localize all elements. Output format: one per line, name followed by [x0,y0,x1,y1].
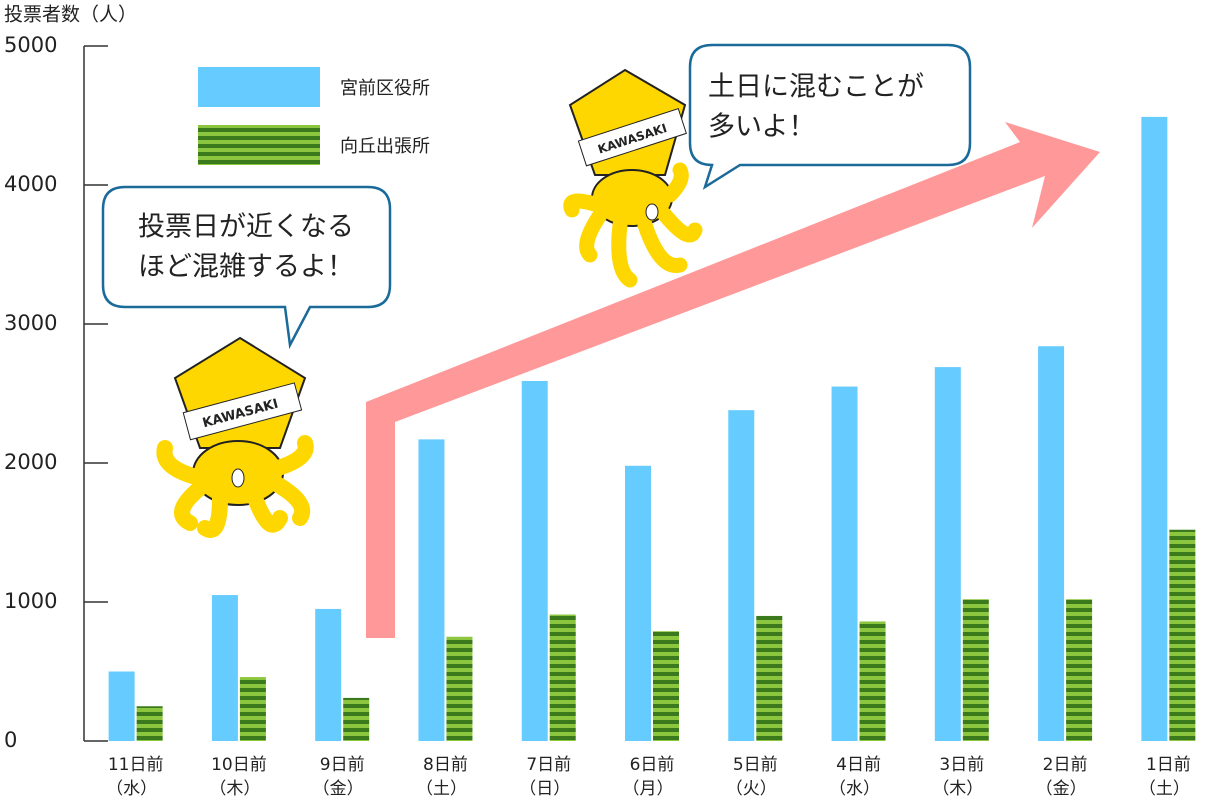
legend-label: 宮前区役所 [340,78,430,99]
bar [1038,346,1065,741]
bar [756,615,783,741]
legend-label: 向丘出張所 [340,136,430,157]
bar [418,439,445,741]
bar [625,465,651,741]
bar [653,631,679,741]
bar [136,706,163,741]
y-tick-label: 5000 [4,33,57,57]
bar [239,677,266,741]
bar [859,621,886,741]
bar [549,614,576,741]
x-tick-sublabel: （土） [416,779,467,799]
x-tick-sublabel: （土） [1139,779,1190,799]
x-tick-label: 2日前 [1043,755,1088,775]
trend-arrow [366,122,1100,638]
x-tick-label: 11日前 [108,755,164,775]
annotation-text: 土日に混むことが [708,72,924,103]
bar [934,367,961,741]
speech-bubble: 土日に混むことが 多いよ！ [688,43,972,190]
bar [446,636,473,741]
x-tick-sublabel: （水） [106,779,157,799]
y-tick-label: 3000 [4,311,57,335]
y-tick-label: 2000 [4,450,57,474]
x-tick-label: 3日前 [939,755,984,775]
y-tick-label: 4000 [4,172,57,196]
y-tick-label: 1000 [4,589,57,613]
mascot: KAWASAKI [563,68,703,288]
x-tick-label: 10日前 [211,755,267,775]
x-tick-label: 1日前 [1146,755,1191,775]
legend-swatch [198,67,320,107]
legend-swatch [198,125,320,165]
x-tick-sublabel: （木） [932,779,983,799]
annotation-text: 投票日が近くなる [138,212,354,243]
annotation-text: 多いよ！ [708,112,815,143]
y-axis-title: 投票者数（人） [4,4,137,26]
x-tick-sublabel: （金） [1036,779,1087,799]
y-tick-label: 0 [4,728,17,752]
bar [521,380,548,741]
x-tick-label: 5日前 [733,755,778,775]
x-tick-sublabel: （水） [829,779,880,799]
x-tick-sublabel: （火） [726,779,777,799]
x-tick-label: 7日前 [526,755,571,775]
x-tick-sublabel: （日） [519,779,570,799]
x-tick-label: 8日前 [423,755,468,775]
x-tick-sublabel: （金） [313,779,364,799]
annotation-text: ほど混雑するよ！ [138,252,354,283]
bar [962,599,989,741]
bar [315,608,342,741]
bar [343,697,370,741]
bar [1169,529,1196,741]
bar [108,671,135,741]
bar [211,595,238,741]
bar [831,386,858,741]
speech-bubble: 投票日が近くなる ほど混雑するよ！ [101,185,392,350]
mascot: KAWASAKI [156,336,314,538]
bar [728,410,755,741]
x-tick-label: 9日前 [320,755,365,775]
bar [1066,599,1093,741]
x-tick-label: 4日前 [836,755,881,775]
x-tick-sublabel: （木） [209,779,260,799]
x-tick-label: 6日前 [630,755,675,775]
x-tick-sublabel: （月） [623,779,674,799]
bar [1141,116,1168,741]
